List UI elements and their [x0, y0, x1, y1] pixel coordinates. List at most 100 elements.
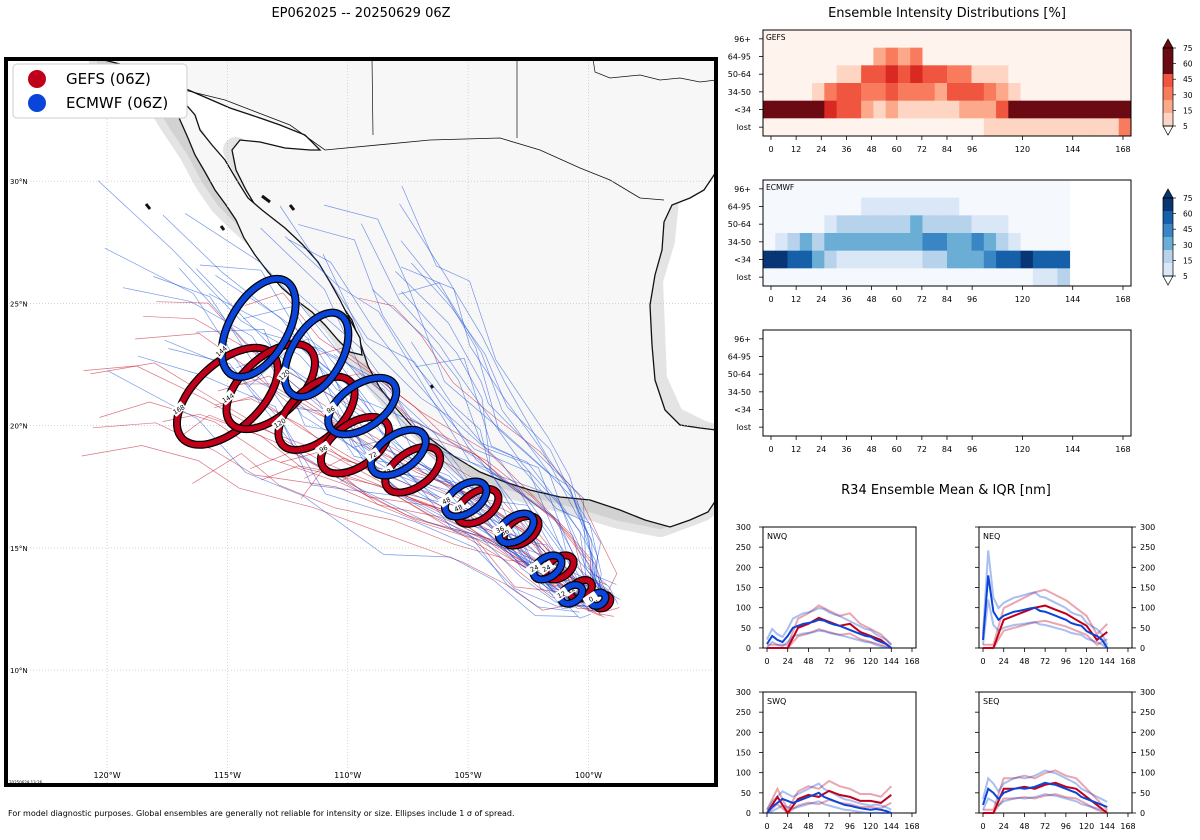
colorbar-tick-label: 5: [1183, 272, 1188, 281]
r34-xtick-label: 24: [783, 657, 793, 666]
heatmap-cell: [886, 233, 899, 251]
heatmap-xlabel: 36: [841, 145, 851, 154]
colorbar-tick-label: 5: [1183, 122, 1188, 131]
map-legend: GEFS (06Z) ECMWF (06Z): [13, 64, 187, 118]
heatmap-xlabel: 72: [917, 295, 927, 304]
heatmap-cell: [972, 251, 985, 269]
heatmap-cell: [800, 101, 813, 119]
heatmap-cell: [1008, 215, 1021, 233]
heatmap-cell: [824, 83, 837, 101]
heatmap-cell: [1057, 180, 1070, 198]
heatmap-cell: [824, 48, 837, 66]
heatmap-cell: [922, 251, 935, 269]
heatmap-cell: [849, 215, 862, 233]
heatmap-cell: [763, 233, 776, 251]
heatmap-ylabel: 96+: [734, 335, 751, 344]
heatmap-cell: [1045, 118, 1058, 136]
heatmap-cell: [812, 48, 825, 66]
heatmap-cell: [800, 233, 813, 251]
heatmap-cell: [910, 233, 923, 251]
heatmap-cell: [861, 233, 874, 251]
heatmap-cell: [1094, 101, 1107, 119]
heatmap-ylabel: 64-95: [728, 353, 751, 362]
heatmap-cell: [996, 180, 1009, 198]
heatmap-cell: [824, 65, 837, 83]
heatmap-xlabel: 96: [967, 295, 977, 304]
heatmap-cell: [1045, 233, 1058, 251]
r34-xtick-label: 72: [824, 822, 834, 831]
timestamp-stamp: 20250629 13:26: [9, 780, 43, 785]
heatmap-cell: [1106, 65, 1119, 83]
heatmap-ylabel: 50-64: [728, 370, 751, 379]
heatmap-cell: [935, 48, 948, 66]
heatmap-cell: [996, 215, 1009, 233]
heatmap-cell: [972, 118, 985, 136]
heatmap-ylabel: lost: [737, 273, 751, 282]
colorbar-tick-label: 30: [1183, 91, 1193, 100]
heatmap-cell: [1057, 268, 1070, 286]
colorbar-max-arrow: [1163, 189, 1173, 198]
heatmap-cell: [1008, 65, 1021, 83]
heatmap-cell: [886, 65, 899, 83]
heatmap-cell: [788, 251, 801, 269]
heatmap-ylabel: 34-50: [728, 88, 751, 97]
r34-ytick-label: 150: [736, 749, 751, 758]
heatmap-cell: [775, 198, 788, 216]
heatmap-cell: [824, 101, 837, 119]
heatmap-cell: [1106, 118, 1119, 136]
heatmap-cell: [788, 30, 801, 48]
heatmap-cell: [788, 118, 801, 136]
heatmap-cell: [763, 268, 776, 286]
heatmap-cell: [910, 180, 923, 198]
heatmap-xlabel: 24: [816, 145, 826, 154]
heatmap-xlabel: 0: [768, 445, 773, 454]
heatmap-xlabel: 144: [1065, 295, 1080, 304]
heatmap-cell: [763, 215, 776, 233]
heatmap-cell: [898, 233, 911, 251]
heatmap-cell: [984, 180, 997, 198]
r34-xtick-label: 144: [1100, 657, 1115, 666]
heatmap-cell: [1033, 101, 1046, 119]
heatmap-cell: [935, 118, 948, 136]
heatmap-cell: [861, 118, 874, 136]
r34-panel: SEQ0501001502002503000 24 48 72 96 120 144 168: [975, 688, 1155, 831]
heatmap-cell: [947, 48, 960, 66]
heatmap-cell: [910, 198, 923, 216]
heatmap-cell: [947, 251, 960, 269]
heatmap-xlabel: 36: [841, 445, 851, 454]
heatmap-cell: [824, 30, 837, 48]
heatmap-cell: [1045, 251, 1058, 269]
heatmap-cell: [1082, 101, 1095, 119]
heatmap-cell: [849, 65, 862, 83]
heatmap-cell: [972, 198, 985, 216]
heatmap-cell: [898, 251, 911, 269]
r34-panel-name: NWQ: [767, 532, 787, 541]
r34-xtick-label: 0: [764, 822, 769, 831]
heatmap-cell: [824, 118, 837, 136]
heatmap-cell: [972, 215, 985, 233]
heatmap-cell: [1057, 30, 1070, 48]
heatmap-cell: [996, 65, 1009, 83]
heatmap-cell: [1045, 215, 1058, 233]
heatmap-cell: [849, 30, 862, 48]
r34-panel-name: SWQ: [767, 697, 786, 706]
heatmap-cell: [1033, 251, 1046, 269]
r34-ytick-label: 0: [1140, 644, 1145, 653]
heatmap-cell: [972, 268, 985, 286]
heatmap-cell: [1094, 65, 1107, 83]
colorbar-band: [1163, 113, 1173, 126]
heatmap-cell: [812, 215, 825, 233]
heatmap-cell: [775, 268, 788, 286]
heatmap-cell: [1021, 83, 1034, 101]
heatmap-cell: [898, 198, 911, 216]
heatmap-cell: [873, 48, 886, 66]
heatmap-cell: [959, 83, 972, 101]
heatmap-cell: [1008, 198, 1021, 216]
heatmap-cell: [861, 268, 874, 286]
heatmap-cell: [788, 215, 801, 233]
heatmap-cell: [1070, 118, 1083, 136]
heatmap-cell: [922, 268, 935, 286]
colorbar-band: [1163, 74, 1173, 87]
heatmap-cell: [935, 101, 948, 119]
heatmap-cell: [935, 215, 948, 233]
